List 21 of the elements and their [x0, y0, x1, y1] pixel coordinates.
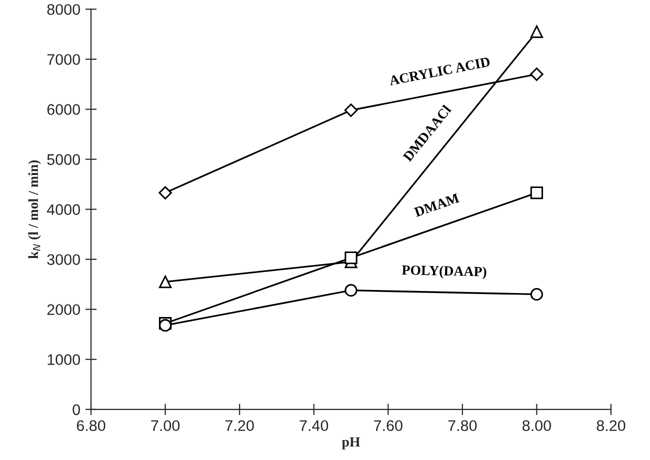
y-axis-title: k$_{N}$ (l / mol / min): [28, 160, 41, 259]
y-tick-label: 8000: [47, 4, 80, 15]
x-tick-label: 7.80: [448, 420, 477, 432]
y-tick-label: 5000: [47, 154, 80, 165]
x-tick-label: 7.40: [300, 420, 328, 432]
y-tick-label: 1000: [48, 354, 80, 366]
series-label: POLY(DAAP): [402, 264, 486, 280]
x-tick-label: 7.00: [151, 420, 180, 432]
x-axis-title: pH: [342, 437, 360, 450]
y-tick-label: 0: [72, 404, 80, 416]
x-tick-label: 6.80: [76, 420, 106, 432]
y-tick-label: 6000: [47, 104, 80, 115]
x-tick-label: 8.20: [596, 420, 626, 432]
x-tick-label: 7.20: [225, 420, 254, 432]
y-tick-label: 7000: [47, 54, 80, 65]
y-tick-label: 4000: [46, 204, 80, 215]
y-tick-label: 2000: [47, 304, 80, 316]
y-tick-label: 3000: [47, 254, 80, 266]
x-tick-label: 8.00: [522, 420, 551, 432]
text: ACRYLIC ACID: [388, 56, 490, 86]
x-tick-label: 7.60: [374, 420, 402, 432]
